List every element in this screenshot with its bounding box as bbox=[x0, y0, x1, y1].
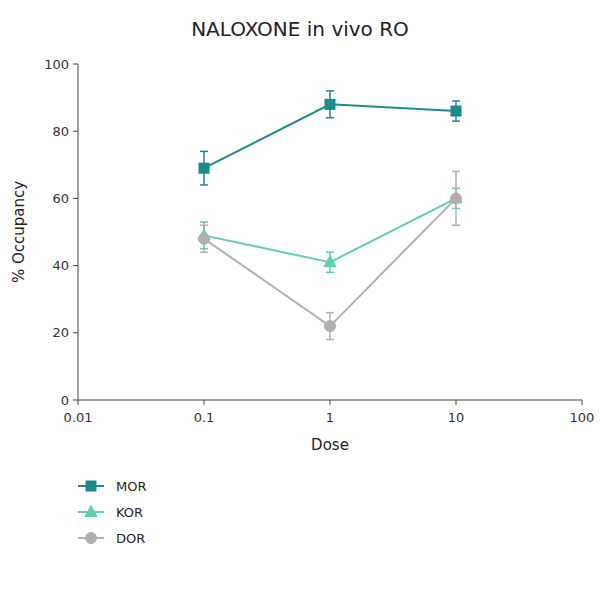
series bbox=[199, 172, 462, 340]
x-tick-label: 100 bbox=[570, 410, 595, 425]
legend-label: KOR bbox=[116, 505, 143, 520]
chart: NALOXONE in vivo RO 0.01 0.1 1 10 100 0 20 40 60 8… bbox=[0, 0, 600, 598]
error-bar bbox=[200, 151, 208, 185]
error-cap bbox=[200, 225, 208, 227]
x-tick-label: 0.1 bbox=[194, 410, 215, 425]
title: NALOXONE in vivo RO bbox=[191, 17, 409, 41]
x-tick bbox=[582, 400, 583, 405]
legend-label: MOR bbox=[116, 479, 146, 494]
x-tick bbox=[330, 400, 331, 405]
legend: MOR KOR DOR bbox=[78, 479, 146, 546]
error-cap bbox=[326, 117, 334, 119]
y-tick bbox=[73, 64, 78, 65]
series bbox=[198, 188, 462, 272]
x-tick bbox=[78, 400, 79, 405]
y-tick bbox=[73, 265, 78, 266]
y-tick-label: 60 bbox=[52, 191, 69, 206]
y-tick bbox=[73, 198, 78, 199]
marker bbox=[199, 163, 209, 173]
marker bbox=[325, 321, 336, 332]
y-axis bbox=[78, 64, 79, 400]
error-cap bbox=[200, 221, 208, 223]
error-cap bbox=[326, 272, 334, 274]
marker bbox=[451, 193, 462, 204]
x-tick bbox=[204, 400, 205, 405]
error-cap bbox=[200, 251, 208, 253]
marker bbox=[199, 233, 210, 244]
y-tick-label: 0 bbox=[61, 393, 69, 408]
marker bbox=[451, 106, 461, 116]
error-cap bbox=[326, 339, 334, 341]
background bbox=[0, 0, 600, 598]
legend-marker bbox=[85, 506, 97, 517]
x-tick bbox=[456, 400, 457, 405]
y-tick bbox=[73, 131, 78, 132]
legend-marker bbox=[86, 481, 96, 491]
marker bbox=[325, 99, 335, 109]
error-cap bbox=[326, 251, 334, 253]
y-axis-label: % Occupancy bbox=[10, 181, 28, 283]
error-cap bbox=[452, 225, 460, 227]
error-bar bbox=[326, 91, 334, 118]
y-tick-label: 100 bbox=[44, 57, 69, 72]
x-tick-label: 1 bbox=[326, 410, 334, 425]
y-tick bbox=[73, 400, 78, 401]
series-line bbox=[204, 198, 456, 326]
error-cap bbox=[452, 120, 460, 122]
plot-area bbox=[198, 91, 462, 340]
series bbox=[199, 91, 461, 185]
error-cap bbox=[200, 151, 208, 153]
marker bbox=[450, 192, 462, 203]
y-tick-label: 80 bbox=[52, 124, 69, 139]
x-tick-label: 10 bbox=[448, 410, 465, 425]
error-cap bbox=[326, 312, 334, 314]
error-cap bbox=[452, 100, 460, 102]
error-cap bbox=[452, 171, 460, 173]
y-tick-label: 40 bbox=[52, 258, 69, 273]
marker bbox=[324, 256, 336, 267]
error-cap bbox=[200, 184, 208, 186]
error-bar bbox=[452, 101, 460, 121]
error-cap bbox=[326, 90, 334, 92]
x-axis-label: Dose bbox=[311, 436, 349, 454]
x-tick-label: 0.01 bbox=[64, 410, 93, 425]
legend-label: DOR bbox=[116, 531, 145, 546]
y-tick bbox=[73, 332, 78, 333]
legend-marker bbox=[86, 533, 97, 544]
y-tick-label: 20 bbox=[52, 325, 69, 340]
series-line bbox=[204, 198, 456, 262]
